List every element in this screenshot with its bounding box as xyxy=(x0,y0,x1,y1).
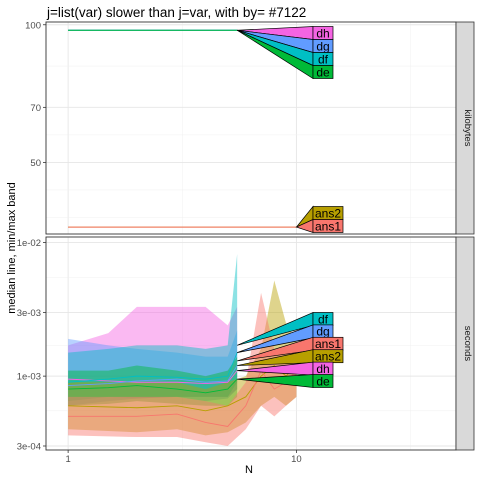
band-df xyxy=(68,254,238,402)
label-text-de: de xyxy=(316,374,330,388)
label-box-de xyxy=(312,374,334,388)
label-text-dg: dg xyxy=(316,325,329,339)
x-tick-label: 1 xyxy=(65,454,70,465)
band-dh xyxy=(68,306,238,399)
label-text-dh: dh xyxy=(316,362,329,376)
label-box-de xyxy=(312,65,334,79)
label-text-de: de xyxy=(316,65,330,79)
x-axis-title: N xyxy=(245,464,253,476)
y-tick-label: 70 xyxy=(30,103,41,114)
median-line-ans1 xyxy=(68,369,297,427)
y-tick-label: 50 xyxy=(30,158,41,169)
median-line-dh xyxy=(68,370,238,385)
y-tick-label: 3e-03 xyxy=(17,308,41,319)
label-text-df: df xyxy=(318,312,329,326)
strip-seconds: seconds xyxy=(455,236,475,451)
y-tick-label: 1e-02 xyxy=(17,238,41,249)
strip-label-seconds: seconds xyxy=(462,326,473,362)
label-text-ans1: ans1 xyxy=(315,219,341,233)
x-axis: 1 10 xyxy=(65,450,302,465)
label-box-ans1 xyxy=(312,219,344,233)
median-line-dg xyxy=(68,365,238,387)
label-text-df: df xyxy=(318,52,329,66)
label-text-ans1: ans1 xyxy=(315,337,341,351)
y-axis-title: median line, min/max band xyxy=(6,182,18,313)
median-line-df xyxy=(68,352,238,383)
band-de xyxy=(68,356,238,406)
chart-title: j=list(var) slower than j=var, with by= … xyxy=(46,5,306,20)
y-tick-label: 100 xyxy=(25,20,41,31)
band-ans2 xyxy=(68,280,297,436)
strip-label-kilobytes: kilobytes xyxy=(462,110,473,147)
y-tick-label: 3e-04 xyxy=(17,441,41,452)
strip-kilobytes: kilobytes xyxy=(455,21,475,235)
label-text-dh: dh xyxy=(316,26,329,40)
panel-background xyxy=(46,237,456,450)
panel-background xyxy=(46,22,456,234)
label-text-ans2: ans2 xyxy=(315,206,341,220)
label-text-dg: dg xyxy=(316,39,329,53)
band-dg xyxy=(68,330,238,406)
x-tick-label: 10 xyxy=(291,454,302,465)
y-tick-label: 1e-03 xyxy=(17,372,41,383)
median-line-de xyxy=(68,378,238,394)
label-text-ans2: ans2 xyxy=(315,350,341,364)
